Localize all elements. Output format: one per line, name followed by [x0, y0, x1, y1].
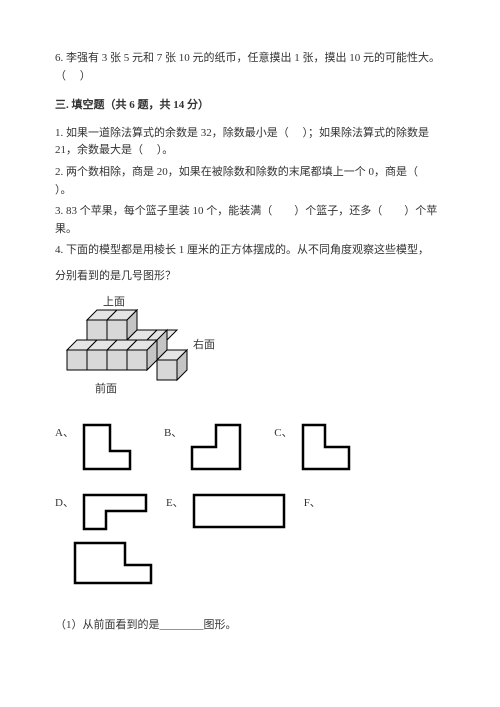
q3-1-text: 1. 如果一道除法算式的余数是 32，除数最小是（ ）；如果除法算式的除数是 2… — [55, 127, 429, 157]
q3-4a-text: 4. 下面的模型都是用棱长 1 厘米的正方体摆成的。从不同角度观察这些模型， — [55, 244, 429, 256]
opt-e-label: E、 — [166, 495, 184, 513]
label-front: 前面 — [95, 381, 117, 395]
question-6: 6. 李强有 3 张 5 元和 7 张 10 元的纸币，任意摸出 1 张，摸出 … — [55, 50, 445, 85]
shape-b — [188, 421, 246, 473]
cube-figure: 上面 右面 前面 — [55, 294, 445, 409]
options-row-2: D、 E、 F、 — [55, 491, 445, 533]
q3-4b-text: 分别看到的是几号图形？ — [55, 270, 176, 282]
q3-4b: 分别看到的是几号图形？ — [55, 268, 445, 286]
option-f: F、 — [304, 491, 327, 513]
option-b: B、 — [164, 421, 246, 473]
options-row-3 — [71, 539, 445, 587]
section-3-text: 三. 填空题（共 6 题，共 14 分） — [55, 99, 209, 111]
option-a: A、 — [55, 421, 136, 473]
opt-f-label: F、 — [304, 495, 321, 513]
section-3-title: 三. 填空题（共 6 题，共 14 分） — [55, 97, 445, 115]
q3-3: 3. 83 个苹果，每个篮子里装 10 个，能装满（ ）个篮子，还多（ ）个苹果… — [55, 203, 445, 238]
subq1-text: （1）从前面看到的是________图形。 — [55, 619, 237, 631]
q3-1: 1. 如果一道除法算式的余数是 32，除数最小是（ ）；如果除法算式的除数是 2… — [55, 125, 445, 160]
q3-2: 2. 两个数相除，商是 20，如果在被除数和除数的末尾都填上一个 0，商是（ ）… — [55, 164, 445, 199]
shape-c — [299, 421, 355, 473]
q3-3-text: 3. 83 个苹果，每个篮子里装 10 个，能装满（ ）个篮子，还多（ ）个苹果… — [55, 205, 437, 235]
option-d: D、 — [55, 491, 152, 533]
sub-question-1: （1）从前面看到的是________图形。 — [55, 617, 445, 635]
q3-2-text: 2. 两个数相除，商是 20，如果在被除数和除数的末尾都填上一个 0，商是（ ）… — [55, 166, 432, 196]
opt-c-label: C、 — [274, 425, 292, 443]
cube-svg: 上面 右面 前面 — [55, 294, 245, 409]
shape-d — [80, 491, 152, 533]
opt-d-label: D、 — [55, 495, 74, 513]
q6-text: 6. 李强有 3 张 5 元和 7 张 10 元的纸币，任意摸出 1 张，摸出 … — [55, 52, 457, 82]
q3-4a: 4. 下面的模型都是用棱长 1 厘米的正方体摆成的。从不同角度观察这些模型， — [55, 242, 445, 260]
option-e: E、 — [166, 491, 290, 533]
shape-e — [190, 491, 290, 533]
opt-b-label: B、 — [164, 425, 182, 443]
shape-a — [80, 421, 136, 473]
opt-a-label: A、 — [55, 425, 74, 443]
label-right: 右面 — [193, 337, 215, 351]
label-top: 上面 — [103, 295, 125, 308]
shape-f — [71, 539, 157, 587]
options-row-1: A、 B、 C、 — [55, 421, 445, 473]
option-c: C、 — [274, 421, 354, 473]
